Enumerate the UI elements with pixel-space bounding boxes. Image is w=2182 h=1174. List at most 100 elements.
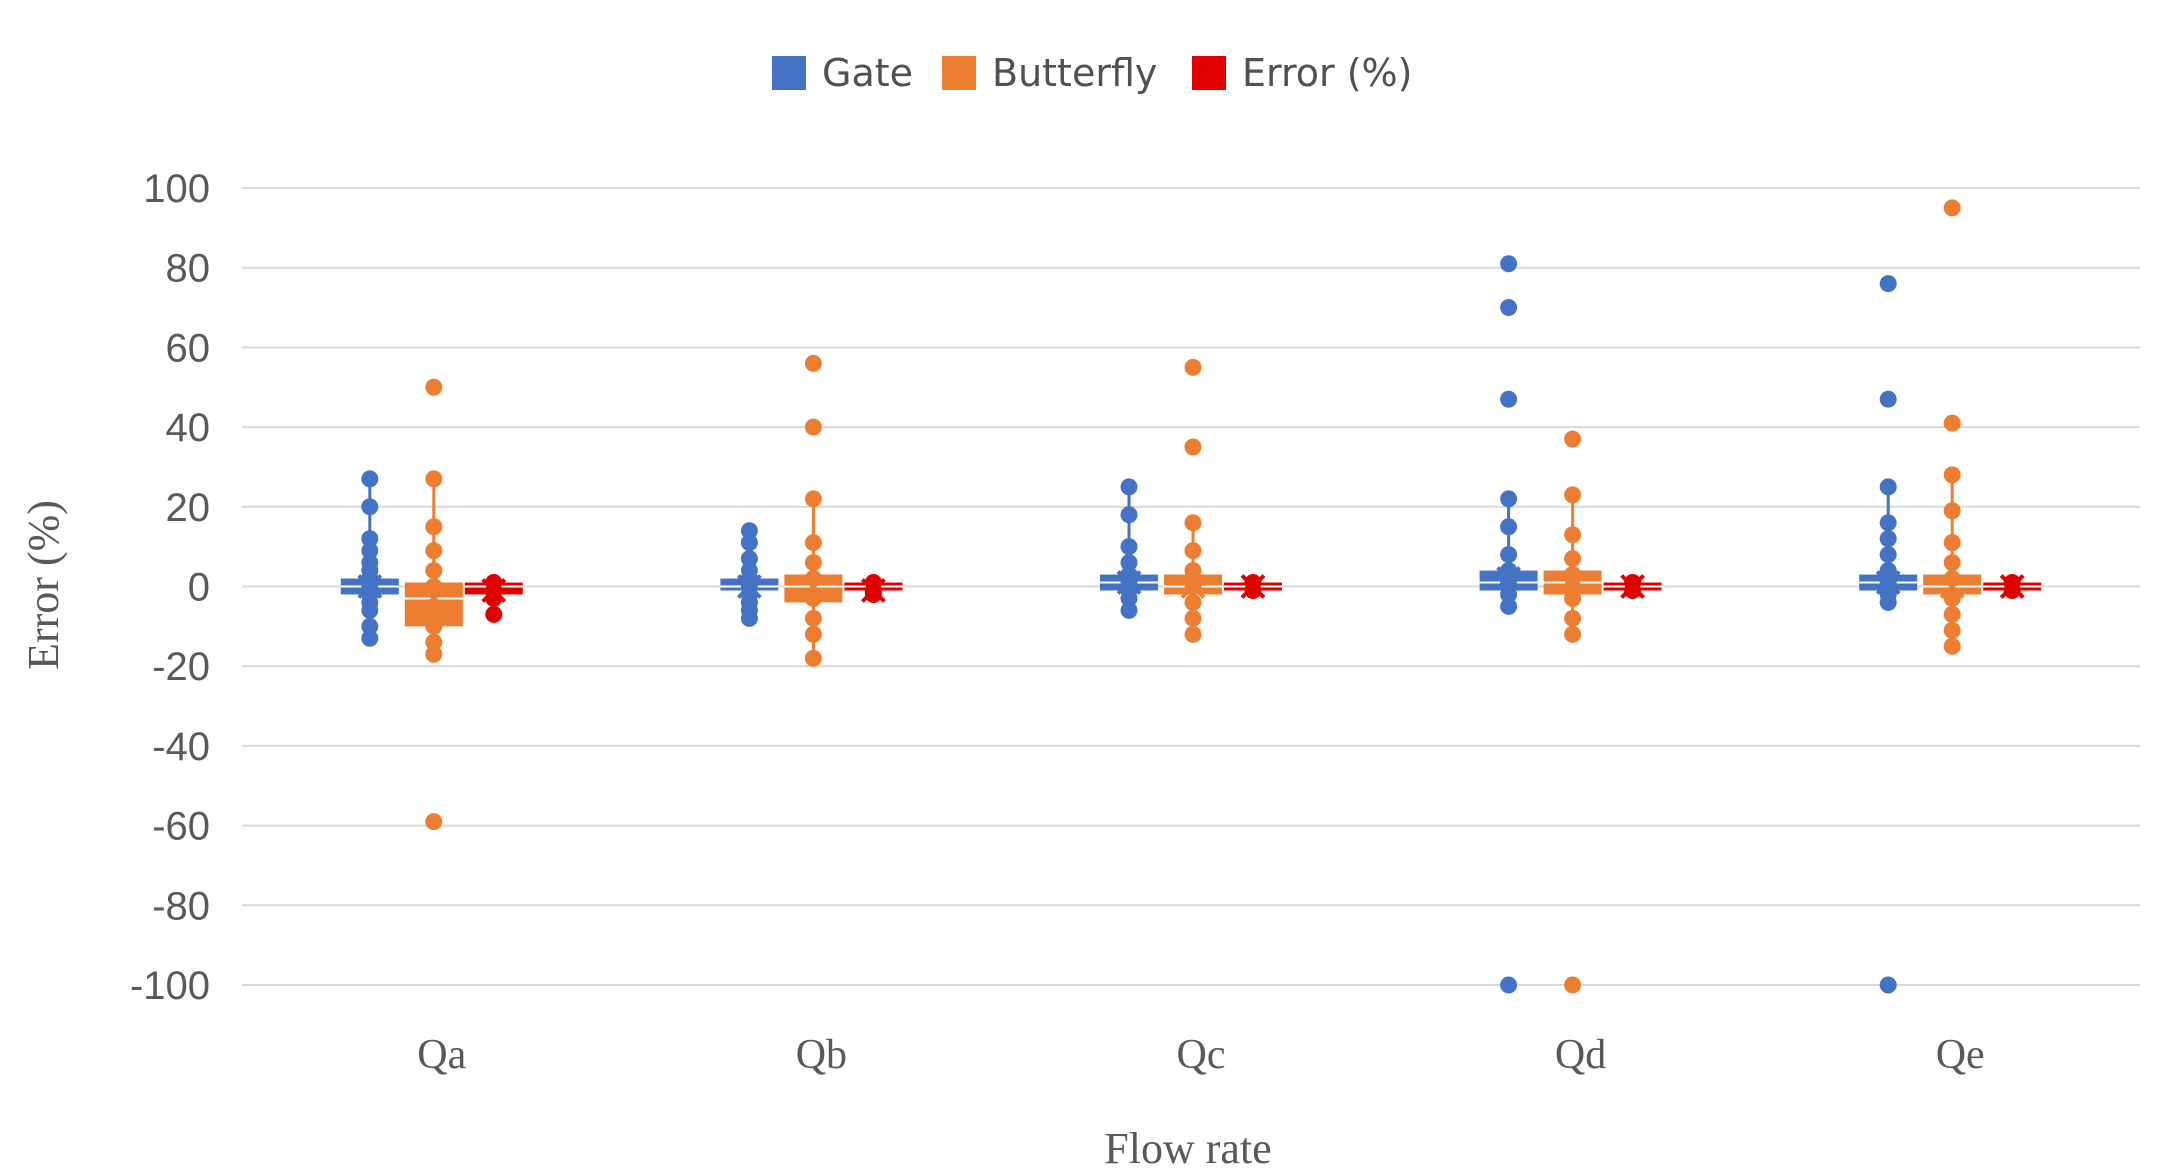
data-point — [1564, 486, 1582, 504]
legend-item: Butterfly — [942, 51, 1157, 95]
data-point — [1184, 514, 1202, 532]
data-point — [1564, 589, 1582, 607]
data-point — [2003, 581, 2021, 599]
data-point — [1184, 562, 1202, 580]
data-point — [1120, 589, 1138, 607]
data-point — [804, 609, 822, 627]
y-tick-label: -80 — [152, 884, 210, 928]
legend-label: Error (%) — [1242, 51, 1412, 95]
box — [340, 470, 399, 647]
data-point — [1943, 589, 1961, 607]
data-point — [740, 522, 758, 540]
data-point — [804, 354, 822, 372]
box — [1543, 430, 1602, 994]
data-point — [485, 605, 503, 623]
box — [464, 574, 523, 623]
y-tick-label: 100 — [143, 167, 210, 211]
x-tick-label: Qc — [1177, 1032, 1226, 1078]
data-point — [1184, 438, 1202, 456]
data-point — [1184, 593, 1202, 611]
box — [1603, 574, 1662, 599]
data-point — [1879, 562, 1897, 580]
data-point — [1500, 390, 1518, 408]
data-point — [485, 589, 503, 607]
data-point — [1879, 976, 1897, 994]
data-point — [804, 589, 822, 607]
data-point — [864, 585, 882, 603]
data-point — [1500, 255, 1518, 273]
series-error — [464, 574, 2042, 623]
y-tick-label: 60 — [166, 326, 211, 370]
box — [720, 522, 779, 627]
legend-swatch — [942, 56, 976, 90]
data-point — [425, 542, 443, 560]
y-tick-label: -60 — [152, 805, 210, 849]
x-tick-label: Qa — [417, 1032, 466, 1078]
data-point — [425, 470, 443, 488]
legend-swatch — [1192, 56, 1226, 90]
data-point — [1879, 530, 1897, 548]
data-point — [1943, 605, 1961, 623]
box — [1479, 255, 1538, 994]
y-tick-label: -40 — [152, 725, 210, 769]
data-point — [804, 570, 822, 588]
x-axis-ticks: Qa Qb Qc Qd Qe — [417, 1032, 1984, 1078]
data-point — [804, 649, 822, 667]
box — [784, 354, 843, 667]
data-point — [1564, 526, 1582, 544]
data-point — [1184, 578, 1202, 595]
series-butterfly — [404, 199, 1982, 994]
data-point — [425, 518, 443, 536]
data-point — [425, 562, 443, 580]
data-point — [1943, 570, 1961, 588]
data-point — [740, 609, 758, 627]
data-point — [361, 601, 379, 619]
y-tick-label: 80 — [166, 247, 211, 291]
box — [844, 574, 903, 603]
data-point — [425, 378, 443, 396]
data-point — [1500, 976, 1518, 994]
data-point — [1120, 554, 1138, 572]
plot-area — [340, 199, 2042, 994]
data-point — [1879, 390, 1897, 408]
data-point — [1564, 609, 1582, 627]
data-point — [1879, 514, 1897, 532]
box — [1983, 574, 2042, 599]
data-point — [1943, 502, 1961, 520]
data-point — [425, 617, 443, 635]
y-tick-label: 20 — [166, 486, 211, 530]
data-point — [1564, 550, 1582, 568]
legend-label: Butterfly — [992, 51, 1157, 95]
x-tick-label: Qe — [1936, 1032, 1985, 1078]
data-point — [1564, 976, 1582, 994]
data-point — [1120, 478, 1138, 496]
data-point — [1879, 478, 1897, 496]
data-point — [1943, 199, 1961, 217]
data-point — [1624, 581, 1642, 599]
y-tick-label: 0 — [188, 566, 210, 610]
data-point — [1500, 490, 1518, 508]
data-point — [804, 418, 822, 436]
legend-item: Error (%) — [1192, 51, 1412, 95]
data-point — [804, 625, 822, 643]
data-point — [1500, 562, 1518, 580]
data-point — [804, 554, 822, 572]
data-point — [361, 629, 379, 647]
data-point — [1943, 637, 1961, 655]
data-point — [1500, 299, 1518, 317]
series-gate — [340, 255, 1918, 994]
data-point — [740, 534, 758, 552]
data-point — [361, 470, 379, 488]
data-point — [1184, 358, 1202, 376]
data-point — [1120, 601, 1138, 619]
data-point — [1943, 414, 1961, 432]
y-axis-title: Error (%) — [19, 500, 68, 670]
data-point — [1564, 578, 1582, 595]
data-point — [1943, 554, 1961, 572]
data-point — [361, 617, 379, 635]
data-point — [1943, 534, 1961, 552]
data-point — [1184, 625, 1202, 643]
data-point — [1879, 593, 1897, 611]
data-point — [1943, 621, 1961, 639]
data-point — [1500, 546, 1518, 564]
